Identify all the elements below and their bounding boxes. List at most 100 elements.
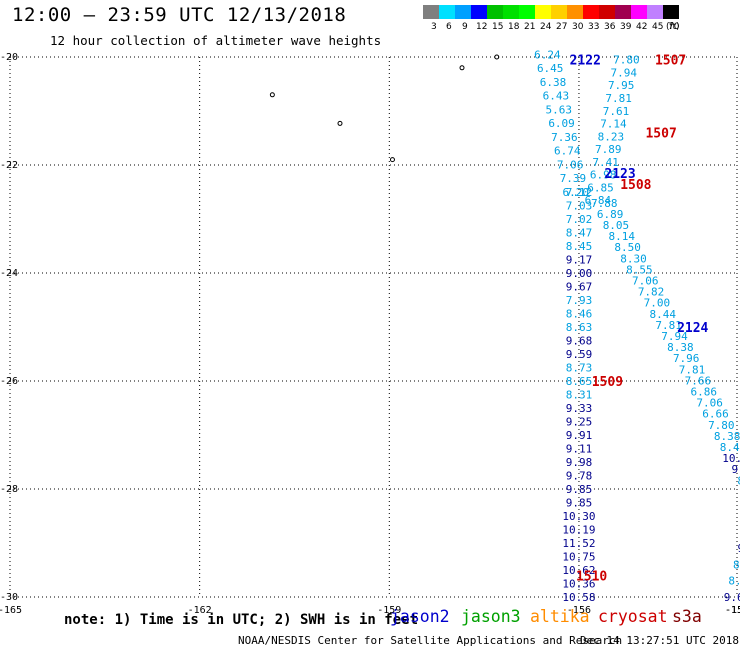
legend-swatch-label: 24 [540, 22, 552, 32]
wave-height-value: 7.66 [685, 374, 712, 387]
legend-swatch [535, 5, 551, 19]
wave-height-value: 7.12 [566, 186, 593, 199]
legend-swatch-label: 30 [572, 22, 584, 32]
legend-swatch-label: 6 [446, 22, 452, 32]
legend-swatch-label: 9 [462, 22, 468, 32]
pass-number-label: 1508 [620, 178, 651, 193]
wave-height-value: 7.88 [591, 197, 618, 210]
island-marker [269, 92, 275, 98]
wave-height-value: 9.85 [566, 497, 593, 510]
wave-height-value: 8.47 [720, 441, 740, 454]
legend-swatch [631, 5, 647, 19]
wave-height-value: 6.09 [548, 117, 575, 130]
wave-height-value: 8.73 [566, 362, 593, 375]
generation-timestamp: Dec 14 13:27:51 UTC 2018 [580, 634, 739, 647]
satellite-legend-s3a: s3a [672, 607, 702, 626]
satellite-legend-altika: altika [530, 607, 590, 626]
wave-height-value: 8.45 [566, 240, 593, 253]
wave-height-value: 6.38 [540, 76, 567, 89]
wave-height-value: 7.03 [566, 200, 593, 213]
wave-height-value: 7.80 [708, 419, 735, 432]
wave-height-value: 9.63 [724, 591, 740, 604]
wave-height-value: 6.66 [702, 408, 729, 421]
island-marker [389, 157, 395, 163]
wave-height-value: 9.00 [566, 267, 593, 280]
legend-swatch-label: 33 [588, 22, 600, 32]
wave-height-value: 8.50 [614, 241, 641, 254]
lon-tick-label: -162 [188, 605, 212, 616]
wave-height-value: 8.14 [609, 230, 636, 243]
island-marker [494, 54, 500, 60]
legend-swatch [567, 5, 583, 19]
wave-height-value: 6.20 [563, 186, 590, 199]
wave-height-value: 10.62 [562, 564, 595, 577]
wave-height-value: 6.98 [590, 169, 617, 182]
wave-height-value: 7.06 [557, 158, 584, 171]
lon-tick-label: -165 [0, 605, 22, 616]
legend-swatch [503, 5, 519, 19]
pass-number-label: 2123 [604, 167, 635, 182]
legend-swatch-label: 3 [431, 22, 437, 32]
lat-tick-label: -20 [0, 52, 18, 63]
pass-number-label: 1510 [576, 569, 607, 584]
wave-height-value: 6.43 [543, 90, 570, 103]
wave-height-value: 7.61 [603, 105, 630, 118]
wave-height-value: 9.02 [738, 542, 740, 555]
wave-height-value: 7.14 [600, 118, 627, 131]
wave-height-value: 7.39 [560, 172, 587, 185]
lat-tick-label: -30 [0, 592, 18, 603]
pass-number-label: 1507 [645, 127, 676, 142]
island-marker [459, 65, 465, 71]
wave-height-value: 8.55 [626, 263, 653, 276]
lon-tick-label: -159 [377, 605, 401, 616]
page-title: 12:00 – 23:59 UTC 12/13/2018 [12, 4, 347, 26]
wave-height-value: 7.41 [592, 156, 619, 169]
wave-height-value: 7.96 [673, 352, 700, 365]
island-marker [337, 120, 343, 126]
wave-height-value: 9.68 [566, 335, 593, 348]
legend-swatch-label: 45 [652, 22, 664, 32]
pass-number-label: 2124 [677, 321, 708, 336]
legend-swatch [663, 5, 679, 19]
wave-height-value: 8.63 [566, 321, 593, 334]
lat-tick-label: -22 [0, 160, 18, 171]
wave-height-value: 7.95 [608, 79, 635, 92]
wave-height-value: 7.06 [696, 397, 723, 410]
wave-height-value: 8.01 [733, 558, 740, 571]
legend-swatch [519, 5, 535, 19]
wave-height-value: 10.75 [562, 551, 595, 564]
wave-height-value: 7.94 [661, 330, 688, 343]
wave-height-value: 9.13 [731, 463, 740, 476]
satellite-legend-jason2: jason2 [390, 607, 450, 626]
satellite-legend-jason3: jason3 [461, 607, 521, 626]
wave-height-value: 9.85 [566, 483, 593, 496]
wave-height-value: 10.36 [562, 578, 595, 591]
lon-tick-label: -156 [567, 605, 591, 616]
legend-swatch-label: 18 [508, 22, 520, 32]
legend-swatch-label: 21 [524, 22, 536, 32]
legend-swatch-label: 36 [604, 22, 616, 32]
lat-tick-label: -28 [0, 484, 18, 495]
legend-swatch-label: 27 [556, 22, 568, 32]
wave-height-value: 7.94 [611, 66, 638, 79]
wave-height-value: 8.38 [714, 430, 740, 443]
wave-height-value: 8.30 [620, 252, 647, 265]
lon-tick-label: -153 [725, 605, 740, 616]
wave-height-value: 9.78 [566, 470, 593, 483]
wave-height-value: 8.42 [737, 474, 740, 487]
wave-height-value: 7.00 [644, 297, 671, 310]
satellite-legend-cryosat: cryosat [598, 607, 668, 626]
legend-swatch [615, 5, 631, 19]
wave-height-value: 9.17 [566, 254, 593, 267]
wave-height-value: 8.44 [650, 308, 677, 321]
legend-swatch [455, 5, 471, 19]
wave-height-value: 9.11 [566, 443, 593, 456]
wave-height-value: 6.84 [585, 194, 612, 207]
wave-height-value: 6.24 [534, 48, 561, 61]
wave-height-value: 6.89 [597, 208, 624, 221]
lat-tick-label: -26 [0, 376, 18, 387]
legend-swatch-label: 39 [620, 22, 632, 32]
wave-height-value: 9.59 [566, 348, 593, 361]
wave-height-value: 8.47 [566, 227, 593, 240]
